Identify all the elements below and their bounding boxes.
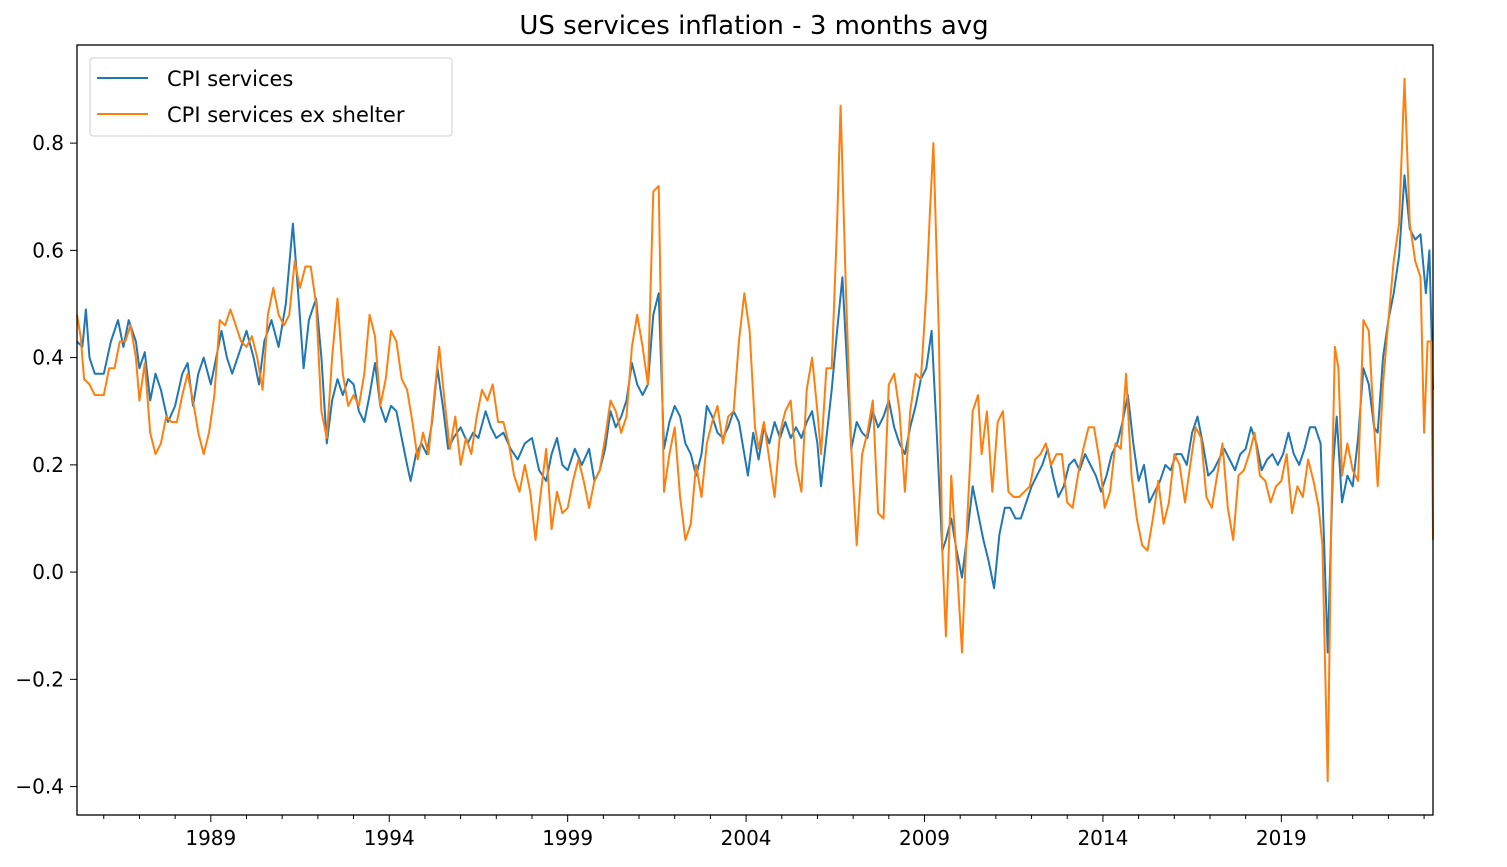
series-line-cpi-services-ex-shelter (76, 77, 1434, 783)
x-tick-label: 2009 (899, 826, 950, 850)
x-tick-label: 1999 (542, 826, 593, 850)
x-tick-label: 2014 (1077, 826, 1128, 850)
legend: CPI services CPI services ex shelter (89, 57, 453, 137)
x-axis: 1989 1994 1999 2004 2009 2014 2019 (103, 815, 1425, 850)
x-tick-label: 2019 (1256, 826, 1307, 850)
y-tick-label: 0.2 (32, 453, 64, 477)
plot-area (76, 77, 1434, 783)
y-tick-label: 0.4 (32, 346, 64, 370)
axes-frame (76, 44, 1434, 816)
x-tick-label: 2004 (721, 826, 772, 850)
legend-label-cpi-services: CPI services (167, 67, 293, 91)
legend-box (89, 57, 453, 137)
y-tick-label: 0.8 (32, 131, 64, 155)
x-tick-label: 1989 (185, 826, 236, 850)
chart-title: US services inflation - 3 months avg (519, 11, 988, 41)
y-tick-label: −0.4 (15, 775, 64, 799)
x-tick-label: 1994 (364, 826, 415, 850)
y-axis: −0.4 −0.2 0.0 0.2 0.4 0.6 0.8 (15, 131, 77, 799)
y-tick-label: 0.0 (32, 560, 64, 584)
y-tick-label: −0.2 (15, 667, 64, 691)
y-tick-label: 0.6 (32, 238, 64, 262)
legend-label-cpi-services-ex-shelter: CPI services ex shelter (167, 103, 405, 127)
